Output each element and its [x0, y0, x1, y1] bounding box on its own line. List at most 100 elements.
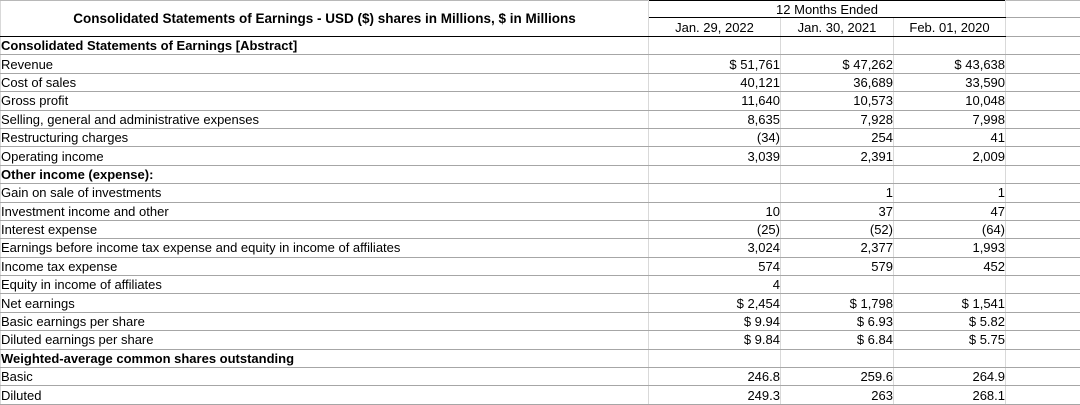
row-value-2021: 36,689: [780, 72, 894, 93]
row-value-2020: 47: [892, 201, 1007, 221]
row-value-2022: (25): [648, 219, 781, 240]
row-value-2020: [892, 275, 1007, 295]
row-value-2022: 3,039: [648, 146, 781, 166]
row-value-2020: 33,590: [892, 72, 1007, 93]
row-value-2022: 246.8: [648, 367, 781, 387]
row-value-2020: 2,009: [892, 146, 1007, 166]
table-row: Weighted-average common shares outstandi…: [0, 348, 1080, 369]
row-value-2020: 1,993: [892, 238, 1007, 258]
row-value-2020: 7,998: [892, 109, 1007, 129]
empty-cell: [1005, 146, 1080, 166]
empty-header-cell: [1005, 17, 1080, 37]
empty-cell: [1005, 348, 1080, 369]
row-value-2020: 452: [892, 256, 1007, 277]
row-value-2022: 8,635: [648, 109, 781, 129]
table-body: Consolidated Statements of Earnings [Abs…: [0, 35, 1080, 405]
row-value-2021: [780, 164, 894, 185]
row-label: Other income (expense):: [0, 164, 649, 185]
row-value-2020: [892, 35, 1007, 56]
row-label: Cost of sales: [0, 72, 649, 93]
empty-cell: [1005, 201, 1080, 221]
row-value-2020: 264.9: [892, 367, 1007, 387]
row-value-2022: 249.3: [648, 385, 781, 405]
row-value-2022: (34): [648, 127, 781, 148]
row-value-2020: [892, 348, 1007, 369]
table-row: Basic earnings per share $ 9.94 $ 6.93 $…: [0, 311, 1080, 332]
row-value-2022: [648, 35, 781, 56]
row-value-2020: 1: [892, 183, 1007, 203]
empty-cell: [1005, 219, 1080, 240]
row-value-2022: $ 2,454: [648, 293, 781, 313]
empty-cell: [1005, 35, 1080, 56]
table-row: Equity in income of affiliates 4: [0, 275, 1080, 295]
table-row: Cost of sales 40,121 36,689 33,590: [0, 72, 1080, 93]
table-row: Interest expense (25) (52) (64): [0, 219, 1080, 240]
table-row: Gross profit 11,640 10,573 10,048: [0, 91, 1080, 111]
row-value-2021: $ 47,262: [780, 54, 894, 74]
row-value-2022: [648, 164, 781, 185]
row-label: Diluted: [0, 385, 649, 405]
empty-cell: [1005, 293, 1080, 313]
table-row: Selling, general and administrative expe…: [0, 109, 1080, 129]
table-row: Net earnings $ 2,454 $ 1,798 $ 1,541: [0, 293, 1080, 313]
table-header: Consolidated Statements of Earnings - US…: [0, 0, 1080, 37]
empty-cell: [1005, 54, 1080, 74]
row-label: Basic: [0, 367, 649, 387]
row-label: Weighted-average common shares outstandi…: [0, 348, 649, 369]
empty-cell: [1005, 238, 1080, 258]
empty-cell: [1005, 275, 1080, 295]
empty-cell: [1005, 72, 1080, 93]
row-label: Gross profit: [0, 91, 649, 111]
empty-cell: [1005, 164, 1080, 185]
empty-cell: [1005, 367, 1080, 387]
row-label: Equity in income of affiliates: [0, 275, 649, 295]
empty-cell: [1005, 330, 1080, 350]
row-value-2021: 7,928: [780, 109, 894, 129]
row-label: Investment income and other: [0, 201, 649, 221]
empty-cell: [1005, 183, 1080, 203]
table-row: Gain on sale of investments 1 1: [0, 183, 1080, 203]
empty-cell: [1005, 385, 1080, 405]
period-ended-header: 12 Months Ended: [647, 0, 1007, 18]
empty-cell: [1005, 91, 1080, 111]
row-value-2021: (52): [780, 219, 894, 240]
row-value-2021: 2,391: [780, 146, 894, 166]
row-value-2022: 10: [648, 201, 781, 221]
row-value-2021: [780, 35, 894, 56]
column-header-date-2: Jan. 30, 2021: [780, 17, 894, 37]
table-row: Income tax expense 574 579 452: [0, 256, 1080, 277]
table-row: Restructuring charges (34) 254 41: [0, 127, 1080, 148]
row-value-2020: (64): [892, 219, 1007, 240]
row-value-2021: 37: [780, 201, 894, 221]
row-value-2021: 263: [780, 385, 894, 405]
row-value-2020: $ 5.82: [892, 311, 1007, 332]
row-value-2021: [780, 348, 894, 369]
row-label: Earnings before income tax expense and e…: [0, 238, 649, 258]
table-row: Diluted 249.3 263 268.1: [0, 385, 1080, 405]
row-value-2021: [780, 275, 894, 295]
row-label: Income tax expense: [0, 256, 649, 277]
row-value-2021: $ 6.93: [780, 311, 894, 332]
row-value-2020: $ 43,638: [892, 54, 1007, 74]
row-label: Selling, general and administrative expe…: [0, 109, 649, 129]
row-value-2022: 574: [648, 256, 781, 277]
row-value-2021: 254: [780, 127, 894, 148]
statement-title: Consolidated Statements of Earnings - US…: [0, 0, 649, 37]
column-header-date-1: Jan. 29, 2022: [648, 17, 781, 37]
row-value-2022: 4: [648, 275, 781, 295]
row-label: Gain on sale of investments: [0, 183, 649, 203]
row-value-2022: 3,024: [648, 238, 781, 258]
row-label: Consolidated Statements of Earnings [Abs…: [0, 35, 649, 56]
row-value-2022: [648, 348, 781, 369]
row-value-2022: 11,640: [648, 91, 781, 111]
column-header-date-3: Feb. 01, 2020: [892, 17, 1007, 37]
row-value-2021: $ 1,798: [780, 293, 894, 313]
empty-header-cell: [1005, 0, 1080, 18]
row-label: Diluted earnings per share: [0, 330, 649, 350]
table-row: Operating income 3,039 2,391 2,009: [0, 146, 1080, 166]
empty-cell: [1005, 109, 1080, 129]
row-label: Net earnings: [0, 293, 649, 313]
table-row: Diluted earnings per share $ 9.84 $ 6.84…: [0, 330, 1080, 350]
row-value-2021: 579: [780, 256, 894, 277]
